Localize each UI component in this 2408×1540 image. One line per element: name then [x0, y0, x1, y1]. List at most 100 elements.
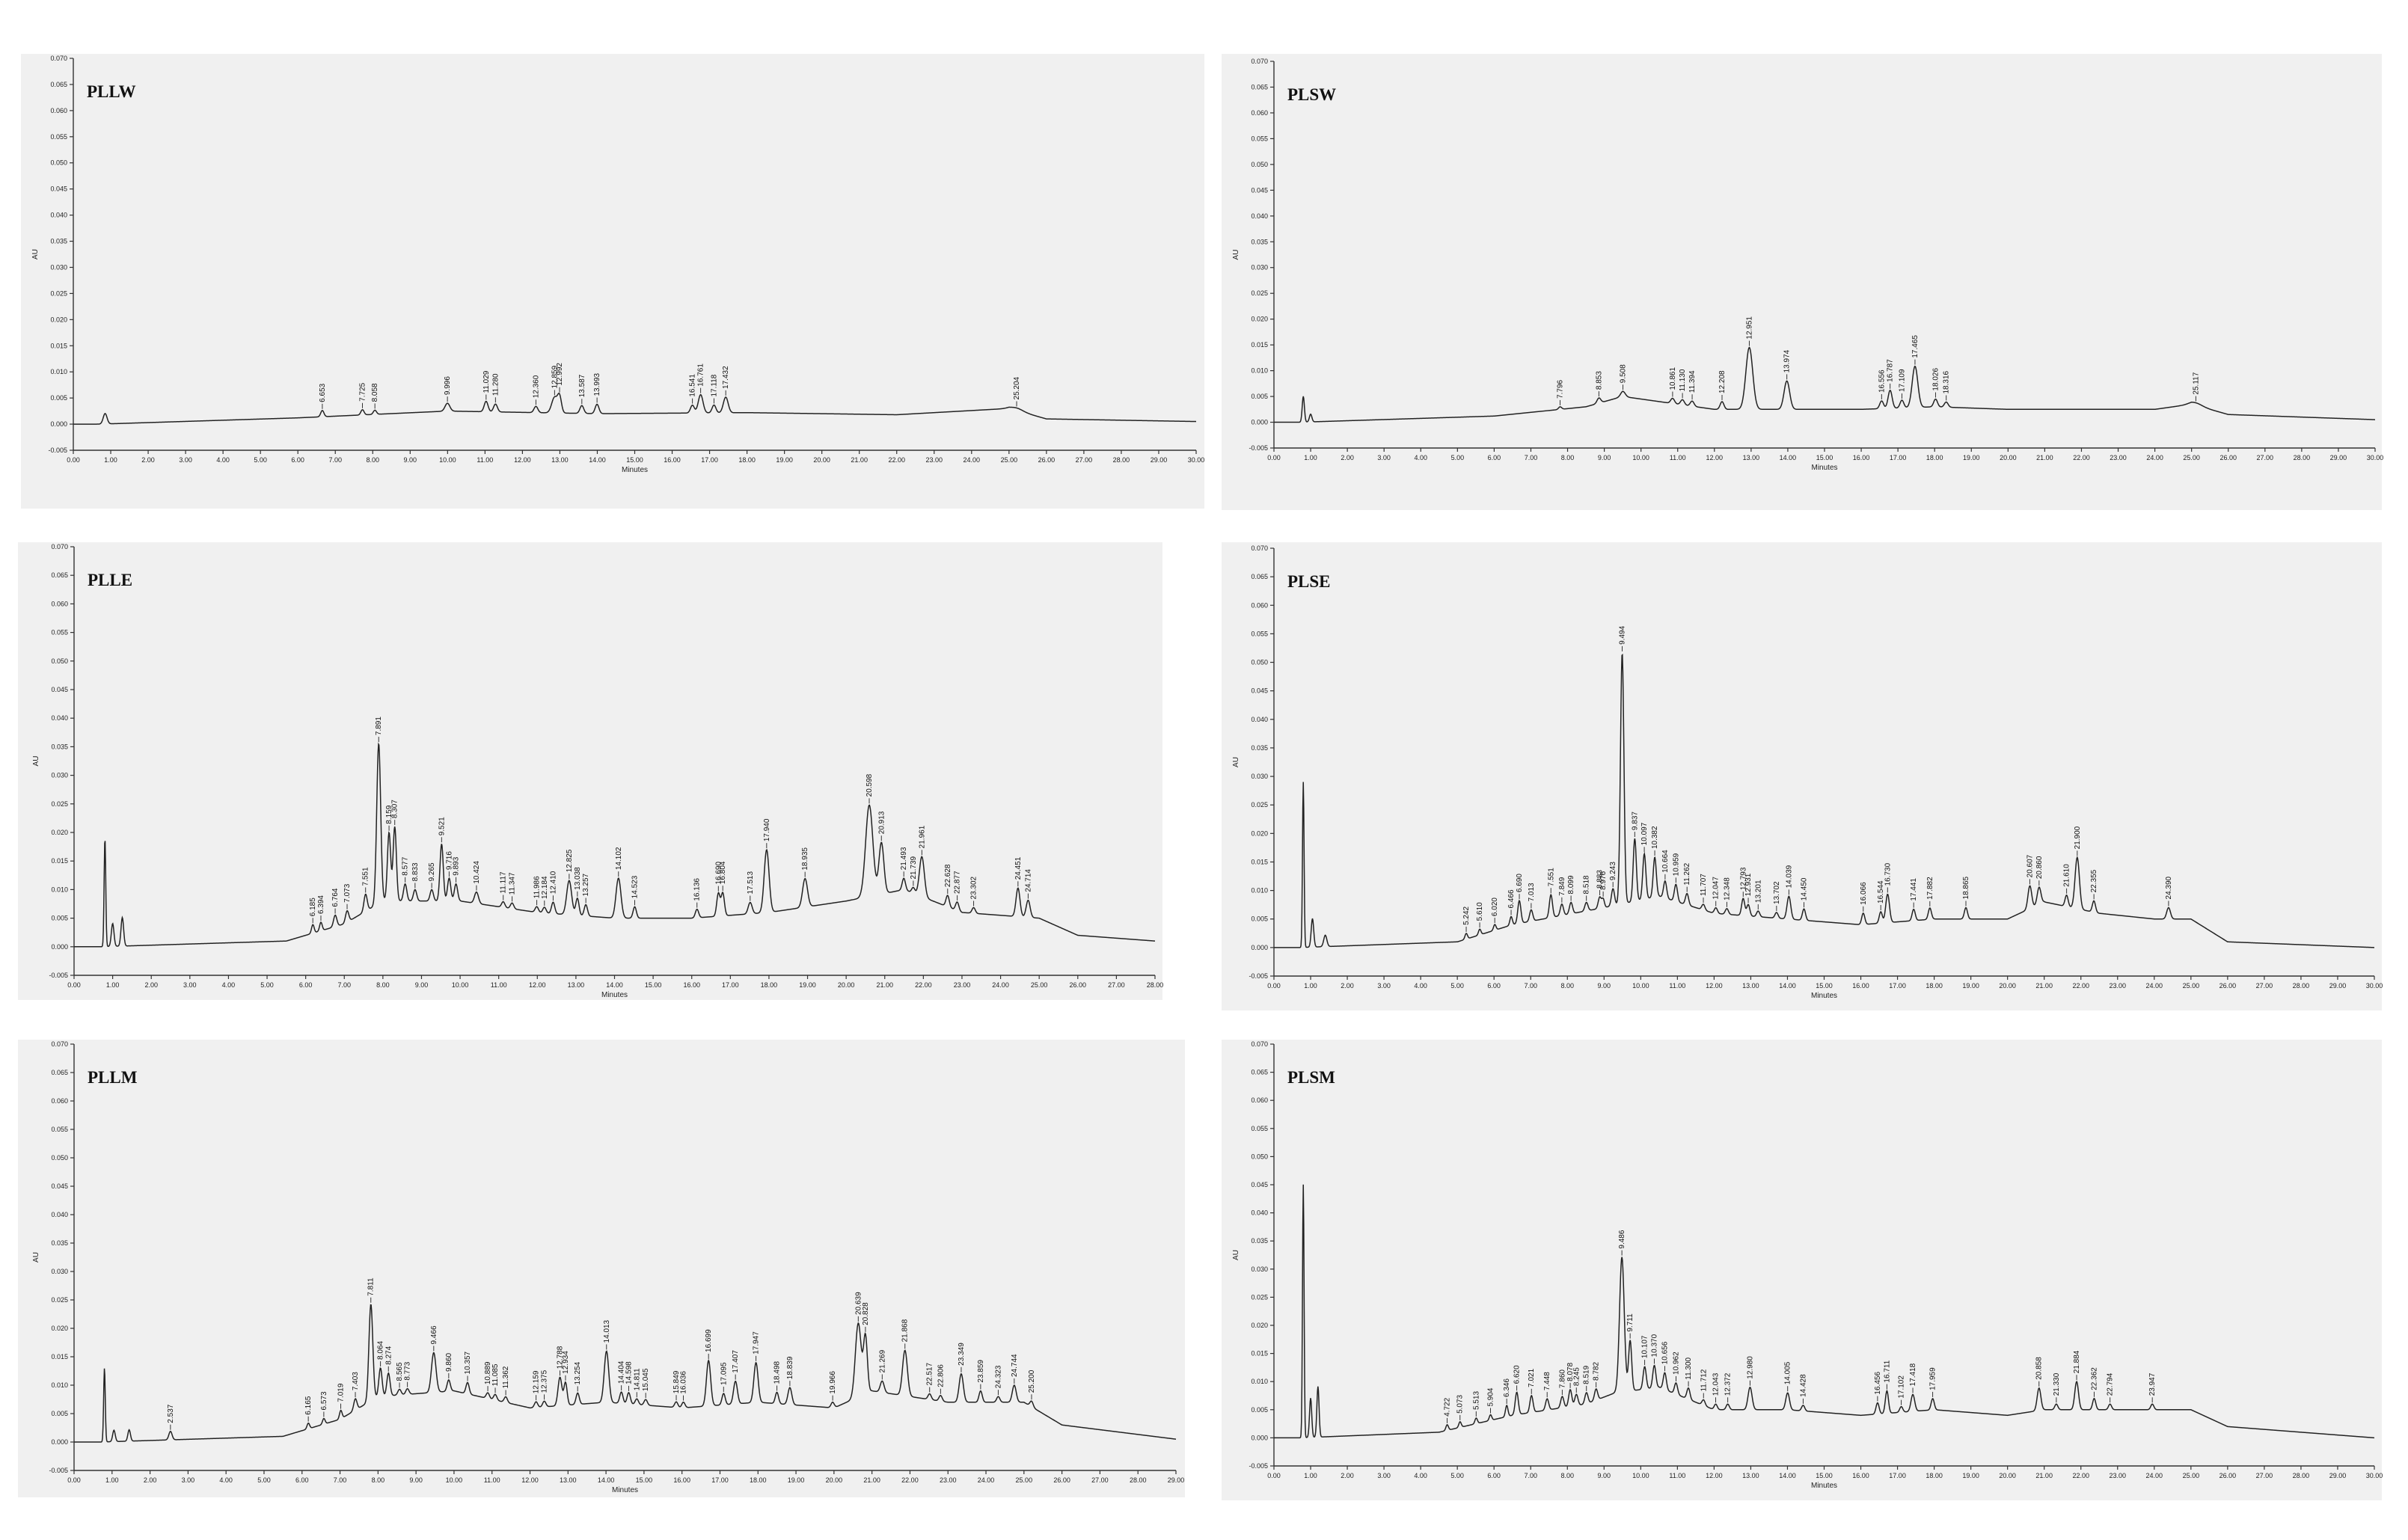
- y-tick-label: 0.000: [50, 420, 67, 428]
- chromatogram-panel-plsm: -0.005 0.000 0.005 0.010 0.015 0.020 0.025 0.03…: [1222, 1040, 2383, 1500]
- x-tick-label: 8.00: [367, 456, 380, 464]
- y-tick-label: 0.060: [50, 107, 67, 114]
- peak-label: 22.517: [926, 1363, 934, 1386]
- y-tick-label: 0.070: [51, 1040, 68, 1048]
- peak-label: 24.323: [994, 1365, 1002, 1388]
- peak-label: 12.159: [533, 1370, 541, 1393]
- x-tick-label: 2.00: [1341, 1472, 1354, 1479]
- y-tick-label: 0.060: [1251, 601, 1268, 609]
- peak-label: 21.493: [900, 847, 908, 870]
- peak-label: 24.744: [1011, 1354, 1019, 1377]
- peak-label: 12.208: [1718, 370, 1727, 393]
- peak-label: 11.029: [482, 370, 491, 393]
- peak-label: 11.280: [491, 373, 500, 396]
- peak-label: 8.245: [1572, 1367, 1581, 1386]
- x-tick-label: 0.00: [1267, 1472, 1281, 1479]
- peak-label: 8.058: [371, 383, 379, 402]
- peak-label: 14.102: [615, 847, 623, 870]
- x-tick-label: 27.00: [1091, 1476, 1109, 1484]
- y-tick-label: 0.010: [1251, 367, 1268, 375]
- x-tick-label: 6.00: [1487, 982, 1501, 990]
- peak-label: 24.390: [2165, 876, 2173, 899]
- peak-label: 8.518: [1583, 875, 1591, 894]
- x-tick-label: 7.00: [1524, 982, 1537, 990]
- y-tick-label: 0.035: [50, 238, 67, 245]
- x-tick-label: 18.00: [1926, 982, 1943, 990]
- peak-label: 7.551: [362, 867, 370, 886]
- x-tick-label: 20.00: [838, 981, 855, 989]
- x-tick-label: 19.00: [788, 1476, 805, 1484]
- x-tick-label: 17.00: [711, 1476, 729, 1484]
- x-tick-label: 19.00: [799, 981, 816, 989]
- y-tick-label: 0.045: [51, 1182, 68, 1190]
- y-tick-label: 0.060: [51, 600, 68, 607]
- x-tick-label: 28.00: [2293, 1472, 2310, 1479]
- y-tick-label: 0.045: [50, 185, 67, 193]
- x-tick-label: 5.00: [1451, 454, 1465, 461]
- x-tick-label: 24.00: [2146, 1472, 2163, 1479]
- x-tick-label: 8.00: [1561, 454, 1575, 461]
- x-tick-label: 13.00: [551, 456, 569, 464]
- x-tick-label: 21.00: [2035, 1472, 2053, 1479]
- x-axis-title: Minutes: [1811, 1482, 1837, 1490]
- x-tick-label: 22.00: [888, 456, 905, 464]
- peak-label: 12.859: [551, 365, 559, 388]
- peak-label: 22.877: [954, 871, 962, 894]
- peak-label: 25.200: [1028, 1369, 1036, 1393]
- x-tick-label: 14.00: [1779, 1472, 1796, 1479]
- x-tick-label: 26.00: [1053, 1476, 1070, 1484]
- x-tick-label: 6.00: [1487, 1472, 1501, 1479]
- peak-label: 5.610: [1476, 902, 1484, 921]
- x-tick-label: 11.00: [1669, 1472, 1685, 1479]
- x-tick-label: 14.00: [1779, 982, 1796, 990]
- x-tick-label: 10.00: [446, 1476, 463, 1484]
- chromatogram-panel-plle: -0.005 0.000 0.005 0.010 0.015 0.020 0.025 0.03…: [18, 542, 1163, 1000]
- x-tick-label: 4.00: [1414, 1472, 1427, 1479]
- x-tick-label: 12.00: [529, 981, 546, 989]
- x-tick-label: 28.00: [1130, 1476, 1147, 1484]
- peak-label: 11.712: [1700, 1369, 1708, 1391]
- x-axis-title: Minutes: [612, 1486, 638, 1494]
- x-tick-label: 12.00: [1706, 982, 1723, 990]
- peak-label: 8.159: [385, 805, 393, 823]
- x-tick-label: 23.00: [2110, 1472, 2127, 1479]
- x-tick-label: 4.00: [222, 981, 236, 989]
- y-tick-label: -0.005: [49, 972, 68, 979]
- peak-label: 16.787: [1887, 359, 1895, 382]
- y-tick-label: 0.050: [1251, 659, 1268, 666]
- y-tick-label: 0.015: [1251, 341, 1268, 349]
- x-axis-title: Minutes: [622, 466, 648, 474]
- panel-title: PLSW: [1287, 85, 1336, 104]
- y-tick-label: 0.015: [51, 857, 68, 865]
- chromatogram-trace: [74, 742, 1156, 948]
- peak-label: 14.428: [1799, 1374, 1807, 1397]
- y-tick-label: 0.030: [1251, 773, 1268, 780]
- x-tick-label: 14.00: [589, 456, 606, 464]
- x-axis-title: Minutes: [601, 991, 628, 999]
- peak-label: 10.959: [1672, 853, 1680, 876]
- x-tick-label: 11.00: [477, 456, 493, 464]
- y-tick-label: 0.005: [51, 915, 68, 922]
- x-tick-label: 20.00: [826, 1476, 843, 1484]
- x-tick-label: 19.00: [776, 456, 793, 464]
- x-tick-label: 26.00: [2219, 454, 2237, 461]
- peak-label: 7.796: [1557, 379, 1565, 398]
- x-tick-label: 22.00: [915, 981, 932, 989]
- peak-label: 7.811: [367, 1277, 376, 1296]
- x-tick-label: 17.00: [1889, 1472, 1906, 1479]
- x-tick-label: 24.00: [978, 1476, 995, 1484]
- peak-label: 21.868: [901, 1319, 910, 1342]
- peak-label: 11.300: [1685, 1357, 1693, 1379]
- y-tick-label: 0.070: [1251, 1040, 1268, 1048]
- peak-label: 12.825: [566, 849, 574, 872]
- x-tick-label: 28.00: [2293, 982, 2310, 990]
- peak-label: 12.375: [541, 1369, 549, 1393]
- x-tick-label: 2.00: [1341, 982, 1354, 990]
- y-tick-label: 0.010: [1251, 887, 1268, 895]
- peak-label: 8.976: [1599, 871, 1608, 889]
- peak-label: 7.448: [1543, 1372, 1551, 1390]
- peak-label: 8.078: [1566, 1362, 1575, 1381]
- peak-label: 9.716: [445, 851, 453, 870]
- peak-label: 6.653: [319, 383, 327, 402]
- peak-label: 13.254: [574, 1361, 582, 1384]
